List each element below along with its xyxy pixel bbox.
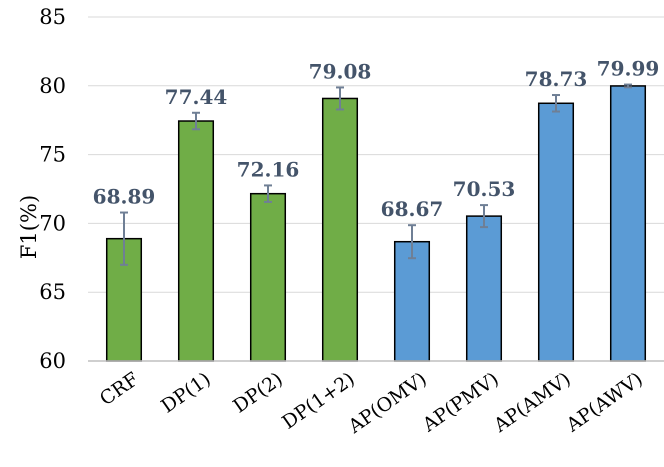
- data-label: 78.73: [525, 67, 588, 91]
- y-axis-title: F1(%): [17, 195, 41, 259]
- x-category-label: AP(OMV): [344, 368, 431, 438]
- bar: [177, 120, 215, 362]
- error-bar: [408, 224, 416, 260]
- y-axis-tick-labels: 60 65 70 75 80 85: [39, 5, 66, 373]
- y-tick-label: 75: [39, 143, 66, 167]
- x-axis-category-labels: CRF DP(1) DP(2)DP(1+2)AP(OMV)AP(PMV)AP(AMV…: [96, 368, 647, 438]
- error-bar: [120, 211, 128, 266]
- y-tick-label: 70: [39, 211, 66, 235]
- bar: [321, 97, 359, 362]
- y-tick-label: 60: [39, 349, 66, 373]
- data-label: 70.53: [453, 177, 516, 201]
- data-label: 72.16: [237, 157, 300, 181]
- bars: [105, 85, 647, 362]
- y-tick-label: 80: [39, 74, 66, 98]
- error-bar: [552, 94, 560, 113]
- error-bar: [480, 204, 488, 229]
- data-labels: 68.89 77.44 72.16 79.08 68.67 70.53 78.73 79.99: [93, 57, 660, 222]
- data-label: 79.08: [309, 59, 372, 83]
- error-bar: [624, 83, 632, 89]
- x-category-label: AP(AWV): [562, 368, 647, 437]
- x-category-label: AP(AMV): [489, 368, 575, 437]
- data-label: 68.89: [93, 185, 156, 209]
- x-category-label: AP(PMV): [418, 368, 503, 437]
- gridlines: [88, 16, 664, 293]
- bar: [249, 192, 287, 362]
- y-tick-label: 65: [39, 280, 66, 304]
- error-bar: [264, 184, 272, 203]
- error-bars: [120, 83, 632, 266]
- bar: [393, 240, 431, 362]
- error-bar: [336, 86, 344, 111]
- x-category-label: DP(2): [229, 368, 287, 418]
- data-label: 77.44: [165, 85, 228, 109]
- error-bar: [192, 111, 200, 131]
- x-category-label: CRF: [96, 368, 143, 410]
- bar: [609, 85, 647, 362]
- bar: [465, 215, 503, 362]
- data-label: 79.99: [597, 57, 660, 81]
- data-label: 68.67: [381, 197, 444, 221]
- x-category-label: DP(1): [157, 368, 215, 418]
- y-tick-label: 85: [39, 5, 66, 29]
- bar: [537, 102, 575, 362]
